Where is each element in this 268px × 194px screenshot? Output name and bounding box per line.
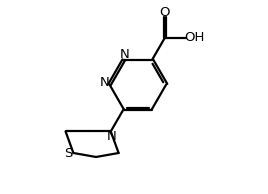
Text: N: N (120, 48, 129, 61)
Text: S: S (64, 147, 72, 160)
Text: O: O (160, 6, 170, 19)
Text: N: N (99, 76, 109, 89)
Text: N: N (106, 130, 116, 143)
Text: OH: OH (184, 31, 204, 44)
